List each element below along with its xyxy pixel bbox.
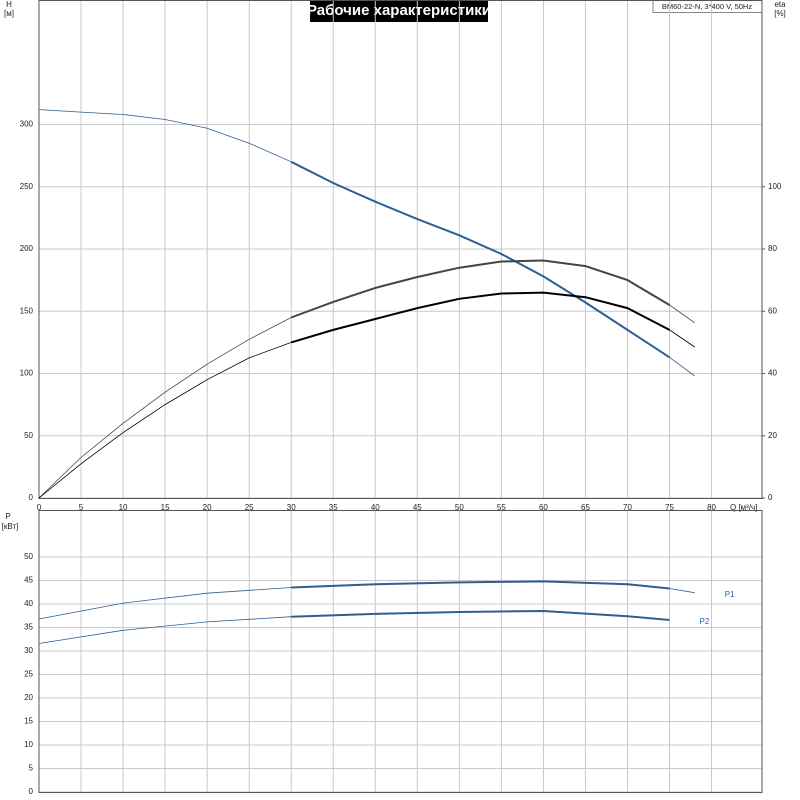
x-tick-label: 70 — [623, 503, 632, 512]
y-label: P — [5, 512, 10, 521]
y-tick-label: 25 — [24, 670, 33, 679]
info-text: BM60-22-N, 3*400 V, 50Hz — [662, 2, 752, 11]
duty-curve — [291, 609, 670, 621]
y-tick-label: 45 — [24, 576, 33, 585]
title-box — [310, 0, 488, 22]
y-tick-label: 15 — [24, 717, 33, 726]
y-label: [кВт] — [2, 522, 19, 531]
x-tick-label: 45 — [413, 503, 422, 512]
curve — [38, 109, 695, 377]
y-tick-label: 30 — [24, 646, 33, 655]
x-tick-label: 20 — [203, 503, 212, 512]
y-tick-label: 300 — [20, 120, 34, 129]
y2-tick-label: 100 — [768, 182, 782, 191]
x-tick-label: 75 — [665, 503, 674, 512]
x-label: Q [м³/ч] — [730, 503, 757, 512]
series-label: P1 — [725, 590, 735, 599]
y-tick-label: 20 — [24, 693, 33, 702]
y2-tick-label: 80 — [768, 244, 777, 253]
x-tick-label: 80 — [707, 503, 716, 512]
y-tick-label: 50 — [24, 431, 33, 440]
x-tick-label: 65 — [581, 503, 590, 512]
x-tick-label: 35 — [329, 503, 338, 512]
plot-frame — [38, 510, 763, 793]
y2-tick-label: 40 — [768, 369, 777, 378]
y-label: [м] — [4, 9, 14, 18]
duty-curve — [291, 580, 670, 590]
x-tick-label: 60 — [539, 503, 548, 512]
y-tick-label: 200 — [20, 244, 34, 253]
y-tick-label: 35 — [24, 623, 33, 632]
x-tick-label: 5 — [79, 503, 84, 512]
x-tick-label: 10 — [119, 503, 128, 512]
x-tick-label: 0 — [37, 503, 42, 512]
x-tick-label: 50 — [455, 503, 464, 512]
y2-label: [%] — [774, 9, 786, 18]
duty-curve — [290, 160, 671, 359]
y2-label: eta — [774, 0, 786, 9]
y-tick-label: 40 — [24, 599, 33, 608]
curve — [38, 292, 695, 499]
x-tick-label: 30 — [287, 503, 296, 512]
y-tick-label: 50 — [24, 552, 33, 561]
y-tick-label: 5 — [29, 764, 34, 773]
y-tick-label: 0 — [29, 493, 34, 502]
y2-tick-label: 0 — [768, 493, 773, 502]
y-tick-label: 150 — [20, 306, 34, 315]
duty-curve — [290, 259, 671, 319]
y-tick-label: 10 — [24, 740, 33, 749]
y-tick-label: 0 — [29, 787, 34, 796]
chart-title: Рабочие характеристики — [307, 2, 491, 19]
y-tick-label: 100 — [20, 369, 34, 378]
y-label: H — [6, 0, 12, 9]
x-tick-label: 40 — [371, 503, 380, 512]
y-tick-label: 250 — [20, 182, 34, 191]
series-label: P2 — [700, 617, 710, 626]
y2-tick-label: 60 — [768, 306, 777, 315]
x-tick-label: 55 — [497, 503, 506, 512]
duty-curve — [290, 291, 670, 344]
y2-tick-label: 20 — [768, 431, 777, 440]
curve — [38, 260, 695, 499]
x-tick-label: 15 — [161, 503, 170, 512]
x-tick-label: 25 — [245, 503, 254, 512]
